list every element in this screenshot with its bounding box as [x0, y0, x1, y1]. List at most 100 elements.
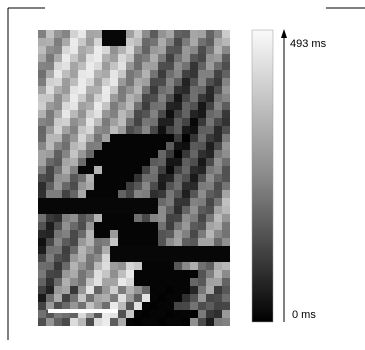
map-pixel	[62, 262, 70, 270]
map-pixel	[150, 46, 158, 54]
map-pixel	[102, 190, 110, 198]
map-pixel	[54, 270, 62, 278]
map-pixel	[126, 62, 134, 70]
map-pixel	[38, 110, 46, 118]
map-pixel	[38, 62, 46, 70]
map-pixel	[150, 54, 158, 62]
map-pixel	[110, 110, 118, 118]
map-pixel	[150, 70, 158, 78]
map-pixel	[190, 230, 198, 238]
map-pixel	[38, 214, 46, 222]
map-pixel	[182, 294, 190, 302]
map-pixel	[222, 222, 230, 230]
map-pixel	[158, 142, 166, 150]
map-pixel	[102, 78, 110, 86]
map-pixel	[46, 118, 54, 126]
map-pixel	[214, 270, 222, 278]
map-pixel	[222, 230, 230, 238]
map-pixel	[126, 150, 134, 158]
map-pixel	[182, 134, 190, 142]
map-pixel	[134, 302, 142, 310]
map-pixel	[38, 86, 46, 94]
map-pixel	[198, 118, 206, 126]
map-pixel	[110, 302, 118, 310]
map-pixel	[78, 118, 86, 126]
map-pixel	[54, 54, 62, 62]
map-pixel	[70, 30, 78, 38]
map-pixel	[182, 110, 190, 118]
map-pixel	[214, 78, 222, 86]
map-pixel	[62, 206, 70, 214]
map-pixel	[78, 78, 86, 86]
map-pixel	[38, 142, 46, 150]
map-pixel	[62, 174, 70, 182]
map-pixel	[54, 134, 62, 142]
map-pixel	[62, 246, 70, 254]
map-pixel	[54, 70, 62, 78]
map-pixel	[174, 302, 182, 310]
map-pixel	[102, 286, 110, 294]
map-pixel	[102, 318, 110, 326]
map-pixel	[206, 166, 214, 174]
map-pixel	[54, 246, 62, 254]
map-pixel	[206, 230, 214, 238]
map-pixel	[134, 278, 142, 286]
map-pixel	[150, 102, 158, 110]
map-pixel	[214, 198, 222, 206]
map-pixel	[214, 86, 222, 94]
map-pixel	[142, 278, 150, 286]
map-pixel	[222, 174, 230, 182]
map-pixel	[62, 214, 70, 222]
map-pixel	[126, 54, 134, 62]
map-pixel	[110, 118, 118, 126]
map-pixel	[174, 110, 182, 118]
map-pixel	[166, 78, 174, 86]
map-pixel	[222, 310, 230, 318]
map-pixel	[214, 134, 222, 142]
map-pixel	[102, 174, 110, 182]
map-pixel	[54, 166, 62, 174]
map-pixel	[110, 142, 118, 150]
map-pixel	[150, 78, 158, 86]
map-pixel	[70, 38, 78, 46]
map-pixel	[206, 182, 214, 190]
map-pixel	[46, 230, 54, 238]
map-pixel	[214, 214, 222, 222]
map-pixel	[86, 318, 94, 326]
colorbar-min-label: 0 ms	[292, 309, 316, 321]
map-pixel	[94, 294, 102, 302]
map-pixel	[118, 102, 126, 110]
map-pixel	[118, 94, 126, 102]
map-pixel	[86, 110, 94, 118]
map-pixel	[126, 214, 134, 222]
map-pixel	[86, 310, 94, 318]
map-pixel	[118, 38, 126, 46]
map-pixel	[102, 246, 110, 254]
map-pixel	[86, 62, 94, 70]
map-pixel	[174, 206, 182, 214]
map-pixel	[222, 198, 230, 206]
map-pixel	[70, 94, 78, 102]
map-pixel	[198, 46, 206, 54]
map-pixel	[166, 230, 174, 238]
map-pixel	[46, 158, 54, 166]
map-pixel	[174, 230, 182, 238]
map-pixel	[142, 134, 150, 142]
map-pixel	[150, 38, 158, 46]
map-pixel	[94, 94, 102, 102]
map-pixel	[94, 150, 102, 158]
map-pixel	[70, 230, 78, 238]
map-pixel	[150, 222, 158, 230]
map-pixel	[214, 182, 222, 190]
map-pixel	[150, 214, 158, 222]
map-pixel	[110, 254, 118, 262]
map-pixel	[38, 318, 46, 326]
map-pixel	[54, 46, 62, 54]
map-pixel	[102, 230, 110, 238]
map-pixel	[182, 222, 190, 230]
map-pixel	[182, 78, 190, 86]
map-pixel	[118, 310, 126, 318]
map-pixel	[214, 238, 222, 246]
map-pixel	[46, 222, 54, 230]
map-pixel	[126, 30, 134, 38]
